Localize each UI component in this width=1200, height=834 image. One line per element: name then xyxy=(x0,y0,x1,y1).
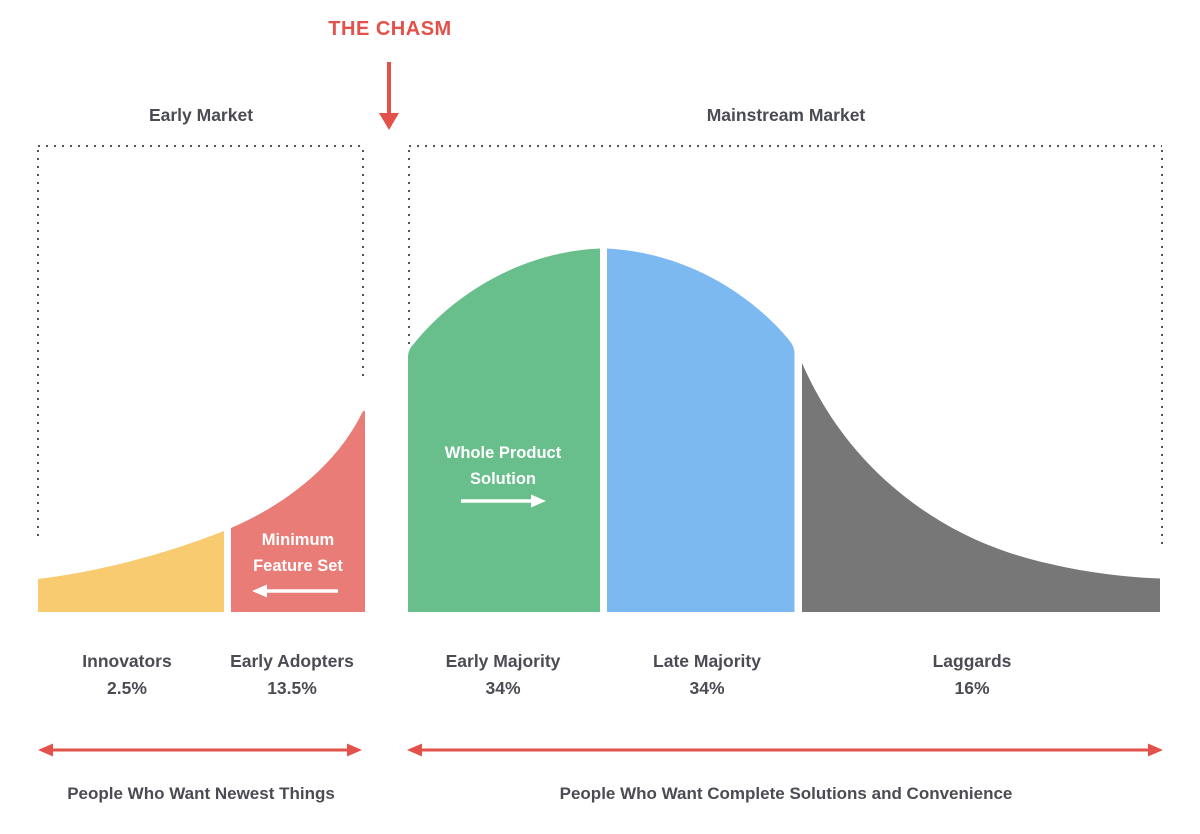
mainstream-market-arrow-left-head-icon xyxy=(407,743,422,757)
mainstream-market-caption: People Who Want Complete Solutions and C… xyxy=(559,784,1013,803)
label-early-majority: Early Majority 34% xyxy=(446,648,561,702)
whole-product-solution-note: Whole Product Solution xyxy=(444,444,562,488)
chasm-arrow-head-icon xyxy=(379,113,399,130)
segment-name: Early Adopters xyxy=(230,651,354,671)
label-innovators: Innovators 2.5% xyxy=(82,648,171,702)
early-market-arrow-right-head-icon xyxy=(347,743,362,757)
mainstream-market-arrow-right-head-icon xyxy=(1148,743,1163,757)
segment-name: Laggards xyxy=(932,651,1012,671)
early-market-caption: People Who Want Newest Things xyxy=(67,784,335,803)
label-early-adopters: Early Adopters 13.5% xyxy=(230,648,354,702)
segment-name: Late Majority xyxy=(653,651,761,671)
minimum-feature-set-note: Minimum Feature Set xyxy=(253,531,343,575)
segment-innovators xyxy=(38,531,224,612)
segment-percent: 2.5% xyxy=(107,678,147,698)
minimum-feature-set-arrow-head-icon xyxy=(252,584,267,598)
segment-early-adopters xyxy=(231,410,365,612)
segment-laggards xyxy=(802,363,1160,612)
segment-percent: 34% xyxy=(485,678,521,698)
label-laggards: Laggards 16% xyxy=(933,648,1012,702)
segment-name: Early Majority xyxy=(445,651,561,671)
chasm-title: THE CHASM xyxy=(328,18,452,40)
whole-product-solution-arrow-head-icon xyxy=(531,494,546,508)
early-market-arrow-left-head-icon xyxy=(38,743,53,757)
early-market-label: Early Market xyxy=(148,105,254,125)
segment-percent: 34% xyxy=(689,678,725,698)
segment-early-majority xyxy=(408,248,600,612)
label-late-majority: Late Majority 34% xyxy=(653,648,761,702)
segment-percent: 13.5% xyxy=(267,678,317,698)
mainstream-market-label: Mainstream Market xyxy=(706,105,866,125)
segment-percent: 16% xyxy=(954,678,990,698)
segment-late-majority xyxy=(607,248,795,612)
segment-name: Innovators xyxy=(82,651,172,671)
